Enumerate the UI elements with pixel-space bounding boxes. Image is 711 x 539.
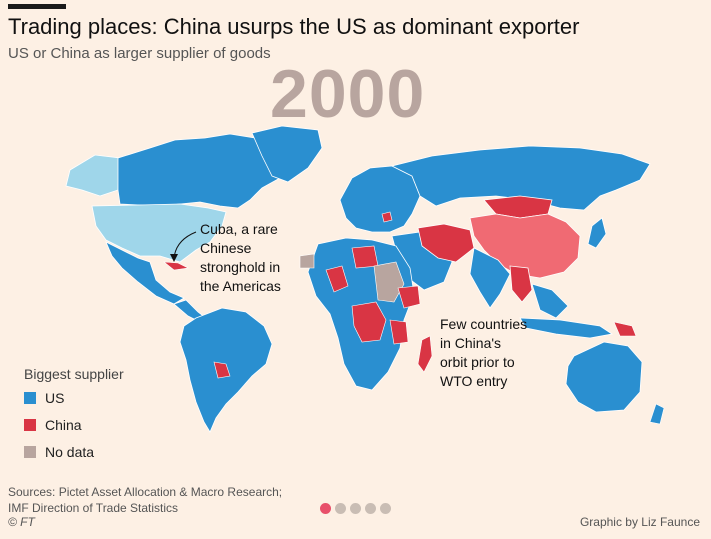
pagination-dot-3[interactable]: [350, 503, 361, 514]
pagination-dot-4[interactable]: [365, 503, 376, 514]
cuba-arrowhead: [170, 254, 178, 262]
legend-item-no-data: No data: [24, 444, 94, 460]
region-libya: [351, 245, 379, 269]
legend-swatch-no-data: [24, 446, 36, 458]
chart-title: Trading places: China usurps the US as d…: [8, 14, 580, 39]
region-australia: [565, 341, 643, 413]
graphic-credit: Graphic by Liz Faunce: [579, 515, 700, 529]
legend-label-no-data: No data: [45, 444, 95, 460]
region-southeast-asia: [531, 283, 569, 319]
region-madagascar: [417, 335, 433, 373]
region-new-zealand: [649, 403, 665, 425]
region-japan: [587, 217, 607, 249]
legend-item-us: US: [24, 390, 64, 406]
pagination-dots: [320, 503, 391, 514]
pagination-dot-5[interactable]: [380, 503, 391, 514]
region-indonesia: [519, 317, 614, 339]
pagination-dot-2[interactable]: [335, 503, 346, 514]
region-western-sahara: [299, 253, 315, 269]
region-usa: [91, 203, 227, 263]
region-west-africa-china: [325, 265, 349, 293]
region-mexico: [105, 241, 185, 305]
region-balkans: [381, 211, 393, 223]
region-ethiopia: [397, 285, 421, 309]
region-sudan: [373, 261, 405, 303]
source-note: Sources: Pictet Asset Allocation & Macro…: [8, 485, 283, 515]
annotation-africa: Few countries in China's orbit prior to …: [440, 316, 528, 389]
legend-item-china: China: [24, 417, 82, 433]
pagination-dot-1[interactable]: [320, 503, 331, 514]
chart-subtitle: US or China as larger supplier of goods: [8, 45, 271, 62]
region-myanmar: [509, 265, 533, 303]
region-alaska: [65, 154, 121, 197]
region-russia: [390, 145, 651, 211]
region-tanzania: [389, 319, 409, 345]
region-greenland: [251, 125, 323, 183]
year-label: 2000: [270, 56, 426, 132]
region-paraguay: [213, 361, 231, 379]
region-cuba: [163, 261, 189, 271]
legend-title: Biggest supplier: [24, 366, 124, 382]
region-central-africa: [351, 301, 387, 343]
ft-brand-bar: [8, 4, 66, 9]
legend-swatch-us: [24, 392, 36, 404]
annotation-cuba: Cuba, a rare Chinese stronghold in the A…: [200, 221, 281, 294]
region-india: [469, 247, 511, 309]
region-iran-afghanistan: [417, 223, 475, 263]
copyright: © FT: [8, 515, 35, 529]
legend-label-china: China: [45, 417, 82, 433]
legend-swatch-china: [24, 419, 36, 431]
legend-label-us: US: [45, 390, 65, 406]
region-papua-new-guinea: [613, 321, 637, 337]
region-europe: [339, 165, 421, 233]
